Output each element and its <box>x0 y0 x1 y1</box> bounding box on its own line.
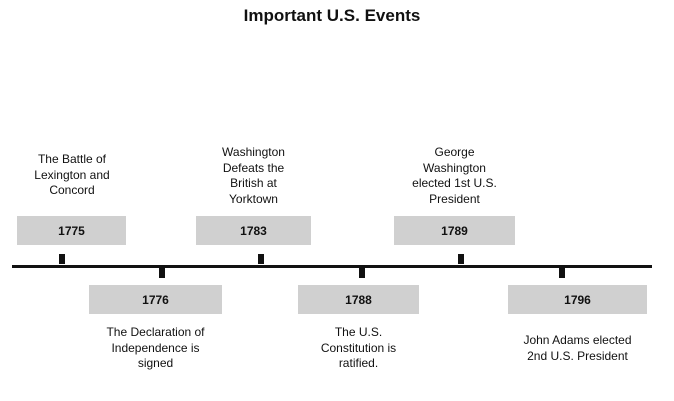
tick-1776 <box>159 268 165 278</box>
tick-1783 <box>258 254 264 264</box>
event-1783-line: Defeats the <box>222 160 285 175</box>
event-1783-line: Yorktown <box>229 191 278 206</box>
event-1783-line: British at <box>230 176 277 190</box>
event-1788-year: 1788 <box>298 285 419 314</box>
event-1788-line: The U.S. <box>334 325 383 339</box>
event-1776-description: The Declaration of Independence is signe… <box>89 325 222 372</box>
event-1789-line: George <box>434 145 475 159</box>
tick-1775 <box>59 254 65 264</box>
event-1776-line: Independence is <box>111 340 200 355</box>
event-1776-line: The Declaration of <box>106 325 205 339</box>
tick-1789 <box>458 254 464 264</box>
tick-1796 <box>559 268 565 278</box>
event-1796-line: 2nd U.S. President <box>527 348 628 363</box>
event-1783-description: Washington Defeats the British at Yorkto… <box>196 145 311 207</box>
event-1789-description: George Washington elected 1st U.S. Presi… <box>394 145 515 207</box>
event-1796-description: John Adams elected 2nd U.S. President <box>508 333 647 364</box>
event-1789-year: 1789 <box>394 216 515 245</box>
event-1776-line: signed <box>137 356 174 370</box>
event-1775-line: Lexington and <box>34 167 110 182</box>
event-1775-line: The Battle of <box>37 152 107 166</box>
timeline-axis <box>12 265 652 268</box>
event-1788-line: Constitution is <box>320 340 397 355</box>
event-1796-year: 1796 <box>508 285 647 314</box>
event-1783-year: 1783 <box>196 216 311 245</box>
event-1796-line: John Adams elected <box>523 333 632 347</box>
event-1776-year: 1776 <box>89 285 222 314</box>
tick-1788 <box>359 268 365 278</box>
event-1789-line: President <box>429 191 480 206</box>
event-1788-line: ratified. <box>338 356 379 370</box>
event-1775-line: Concord <box>49 183 95 197</box>
event-1783-line: Washington <box>222 145 285 159</box>
timeline-title: Important U.S. Events <box>243 6 421 25</box>
event-1775-description: The Battle of Lexington and Concord <box>17 152 127 199</box>
event-1788-description: The U.S. Constitution is ratified. <box>298 325 419 372</box>
event-1775-year: 1775 <box>17 216 126 245</box>
event-1789-line: elected 1st U.S. <box>412 176 497 190</box>
event-1789-line: Washington <box>423 160 486 175</box>
